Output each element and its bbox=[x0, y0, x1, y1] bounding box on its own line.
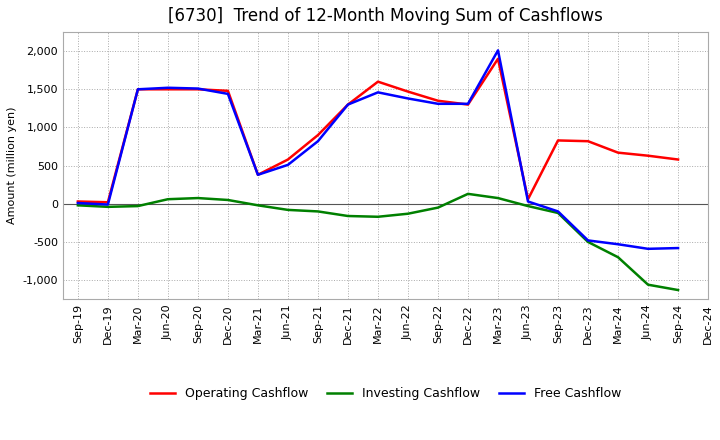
Investing Cashflow bbox=[433, 205, 442, 210]
Operating Cashflow bbox=[314, 132, 323, 138]
Operating Cashflow bbox=[343, 102, 352, 107]
Y-axis label: Amount (million yen): Amount (million yen) bbox=[7, 107, 17, 224]
Operating Cashflow bbox=[104, 200, 112, 205]
Operating Cashflow bbox=[134, 87, 143, 92]
Operating Cashflow bbox=[194, 87, 202, 92]
Investing Cashflow bbox=[464, 191, 472, 197]
Operating Cashflow bbox=[284, 157, 292, 162]
Operating Cashflow bbox=[73, 199, 82, 204]
Line: Free Cashflow: Free Cashflow bbox=[78, 50, 678, 249]
Title: [6730]  Trend of 12-Month Moving Sum of Cashflows: [6730] Trend of 12-Month Moving Sum of C… bbox=[168, 7, 603, 25]
Investing Cashflow bbox=[104, 204, 112, 209]
Investing Cashflow bbox=[494, 195, 503, 201]
Free Cashflow bbox=[404, 96, 413, 101]
Investing Cashflow bbox=[134, 203, 143, 209]
Free Cashflow bbox=[584, 238, 593, 243]
Operating Cashflow bbox=[464, 102, 472, 107]
Free Cashflow bbox=[73, 200, 82, 205]
Investing Cashflow bbox=[644, 282, 652, 287]
Operating Cashflow bbox=[613, 150, 622, 155]
Investing Cashflow bbox=[253, 203, 262, 208]
Operating Cashflow bbox=[163, 87, 172, 92]
Free Cashflow bbox=[194, 86, 202, 91]
Free Cashflow bbox=[343, 102, 352, 107]
Investing Cashflow bbox=[613, 255, 622, 260]
Investing Cashflow bbox=[404, 211, 413, 216]
Legend: Operating Cashflow, Investing Cashflow, Free Cashflow: Operating Cashflow, Investing Cashflow, … bbox=[145, 382, 626, 405]
Free Cashflow bbox=[284, 162, 292, 168]
Operating Cashflow bbox=[404, 89, 413, 94]
Operating Cashflow bbox=[433, 98, 442, 103]
Investing Cashflow bbox=[674, 287, 683, 293]
Free Cashflow bbox=[464, 101, 472, 106]
Free Cashflow bbox=[163, 85, 172, 90]
Operating Cashflow bbox=[494, 56, 503, 62]
Operating Cashflow bbox=[644, 153, 652, 158]
Investing Cashflow bbox=[523, 203, 532, 209]
Investing Cashflow bbox=[163, 197, 172, 202]
Operating Cashflow bbox=[674, 157, 683, 162]
Free Cashflow bbox=[134, 87, 143, 92]
Operating Cashflow bbox=[374, 79, 382, 84]
Operating Cashflow bbox=[523, 197, 532, 202]
Free Cashflow bbox=[104, 202, 112, 207]
Investing Cashflow bbox=[284, 207, 292, 213]
Free Cashflow bbox=[554, 209, 562, 214]
Free Cashflow bbox=[674, 246, 683, 251]
Free Cashflow bbox=[224, 91, 233, 96]
Free Cashflow bbox=[523, 199, 532, 204]
Operating Cashflow bbox=[554, 138, 562, 143]
Free Cashflow bbox=[314, 139, 323, 144]
Free Cashflow bbox=[253, 172, 262, 177]
Line: Investing Cashflow: Investing Cashflow bbox=[78, 194, 678, 290]
Investing Cashflow bbox=[584, 239, 593, 245]
Free Cashflow bbox=[613, 242, 622, 247]
Operating Cashflow bbox=[224, 88, 233, 93]
Operating Cashflow bbox=[253, 172, 262, 177]
Investing Cashflow bbox=[343, 213, 352, 219]
Investing Cashflow bbox=[194, 195, 202, 201]
Line: Operating Cashflow: Operating Cashflow bbox=[78, 59, 678, 202]
Investing Cashflow bbox=[224, 197, 233, 202]
Operating Cashflow bbox=[584, 139, 593, 144]
Free Cashflow bbox=[433, 101, 442, 106]
Free Cashflow bbox=[494, 48, 503, 53]
Investing Cashflow bbox=[314, 209, 323, 214]
Free Cashflow bbox=[374, 90, 382, 95]
Investing Cashflow bbox=[374, 214, 382, 220]
Investing Cashflow bbox=[73, 203, 82, 208]
Free Cashflow bbox=[644, 246, 652, 252]
Investing Cashflow bbox=[554, 210, 562, 216]
